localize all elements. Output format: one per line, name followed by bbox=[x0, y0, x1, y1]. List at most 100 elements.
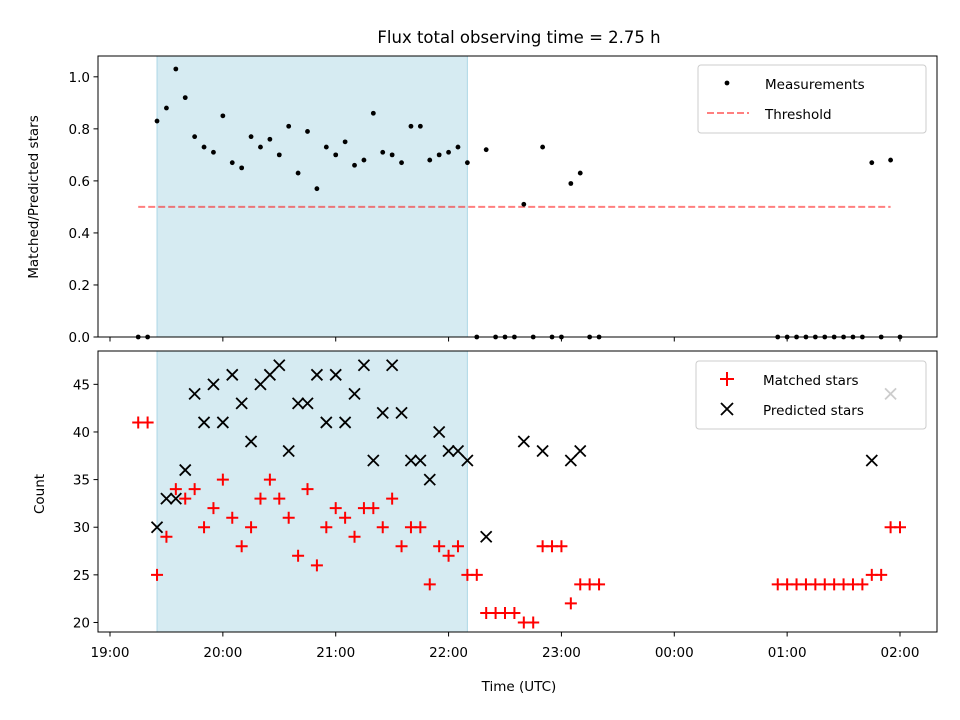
x-tick-label: 02:00 bbox=[881, 645, 920, 661]
predicted-star-point bbox=[197, 416, 211, 429]
matched-star-point bbox=[141, 416, 154, 429]
matched-star-point bbox=[245, 521, 258, 534]
predicted-star-point bbox=[574, 444, 587, 458]
bottom-observing-window bbox=[156, 350, 468, 633]
predicted-star-point bbox=[301, 397, 314, 410]
top-y-tick-label: 0.6 bbox=[69, 174, 90, 190]
matched-star-point bbox=[207, 502, 220, 515]
matched-star-point bbox=[329, 502, 342, 515]
matched-star-point bbox=[593, 578, 606, 591]
predicted-star-point bbox=[169, 492, 182, 505]
bottom-legend-frame bbox=[695, 360, 927, 430]
predicted-star-point bbox=[461, 454, 474, 467]
top-legend: Measurements Threshold bbox=[697, 64, 927, 134]
measurement-point bbox=[173, 66, 179, 72]
measurement-point bbox=[276, 152, 282, 158]
measurement-point bbox=[869, 160, 875, 166]
matched-star-point bbox=[339, 511, 352, 524]
matched-star-point bbox=[254, 492, 267, 505]
predicted-star-point bbox=[216, 416, 229, 429]
x-tick-label: 00:00 bbox=[655, 645, 694, 661]
measurement-point bbox=[267, 136, 273, 142]
matched-star-point bbox=[527, 616, 540, 629]
matched-star-point bbox=[508, 606, 521, 619]
measurement-point bbox=[295, 170, 301, 176]
x-tick-label: 20:00 bbox=[203, 645, 242, 661]
predicted-star-point bbox=[423, 473, 436, 486]
measurement-point bbox=[258, 144, 263, 150]
legend-matched-label: Matched stars bbox=[763, 373, 859, 389]
matched-star-point bbox=[386, 492, 399, 505]
measurement-point bbox=[361, 157, 367, 163]
top-panel: 0.0 0.2 0.4 0.6 0.8 1.0 bbox=[69, 55, 938, 346]
measurement-point bbox=[305, 129, 310, 134]
matched-star-point bbox=[282, 511, 295, 524]
predicted-star-point bbox=[179, 463, 192, 477]
predicted-star-point bbox=[207, 378, 220, 391]
matched-star-point bbox=[160, 530, 173, 543]
bottom-axes-frame bbox=[97, 350, 938, 633]
bottom-y-tick-label: 25 bbox=[73, 568, 90, 584]
predicted-star-point bbox=[150, 521, 164, 534]
measurement-point bbox=[521, 201, 527, 207]
top-y-tick-label: 1.0 bbox=[69, 70, 90, 86]
matched-star-point bbox=[451, 540, 464, 553]
measurement-point bbox=[577, 170, 583, 176]
measurement-point bbox=[455, 144, 461, 150]
matched-star-point bbox=[179, 492, 192, 505]
top-legend-frame bbox=[697, 64, 927, 134]
matched-star-point bbox=[263, 473, 276, 486]
matched-star-point bbox=[875, 568, 888, 581]
predicted-star-point bbox=[320, 416, 333, 429]
measurement-point bbox=[540, 144, 546, 150]
x-tick-label: 01:00 bbox=[768, 645, 807, 661]
measurement-point bbox=[464, 160, 470, 166]
measurement-point bbox=[352, 162, 357, 168]
measurement-point bbox=[408, 123, 414, 129]
matched-star-point bbox=[414, 521, 427, 534]
predicted-star-point bbox=[367, 454, 380, 467]
measurement-point bbox=[436, 152, 442, 158]
predicted-star-point bbox=[338, 416, 352, 429]
bottom-legend: Matched stars Predicted stars bbox=[695, 360, 927, 430]
predicted-star-point bbox=[282, 444, 295, 458]
predicted-star-point bbox=[536, 444, 549, 458]
legend-measurements-label: Measurements bbox=[765, 77, 865, 93]
matched-star-point bbox=[894, 521, 906, 534]
x-tick-label: 23:00 bbox=[542, 645, 581, 661]
predicted-star-point bbox=[329, 368, 342, 381]
matched-star-point bbox=[301, 483, 314, 496]
predicted-star-point bbox=[517, 435, 530, 448]
predicted-star-point bbox=[865, 454, 878, 467]
x-tick-label: 22:00 bbox=[429, 645, 468, 661]
matched-star-point bbox=[188, 483, 201, 496]
predicted-star-point bbox=[357, 359, 371, 372]
measurement-point bbox=[427, 157, 433, 163]
measurement-point bbox=[417, 123, 423, 129]
measurement-point bbox=[333, 152, 339, 158]
legend-predicted-label: Predicted stars bbox=[763, 403, 864, 419]
predicted-star-point bbox=[564, 454, 577, 467]
bottom-panel: 20 25 30 35 40 45 bbox=[73, 350, 938, 633]
matched-star-point bbox=[856, 578, 869, 591]
measurement-point bbox=[888, 157, 893, 163]
bottom-y-tick-label: 30 bbox=[73, 520, 90, 536]
measurement-point bbox=[248, 134, 254, 140]
predicted-star-point bbox=[451, 444, 465, 458]
matched-star-point bbox=[151, 568, 164, 581]
matched-star-point bbox=[470, 568, 483, 581]
predicted-star-point bbox=[376, 406, 389, 420]
matched-star-point bbox=[442, 549, 455, 562]
top-y-axis-label: Matched/Predicted stars bbox=[26, 115, 42, 278]
top-y-tick-label: 0.8 bbox=[69, 122, 90, 138]
matched-star-point bbox=[216, 473, 229, 486]
bottom-y-tick-label: 45 bbox=[73, 377, 90, 393]
measurement-point bbox=[342, 139, 348, 145]
predicted-star-point bbox=[235, 397, 248, 410]
predicted-star-point bbox=[254, 378, 267, 391]
matched-star-point bbox=[169, 483, 182, 496]
predicted-star-point bbox=[480, 530, 493, 543]
predicted-star-point bbox=[395, 406, 408, 420]
matched-star-point bbox=[433, 540, 446, 553]
